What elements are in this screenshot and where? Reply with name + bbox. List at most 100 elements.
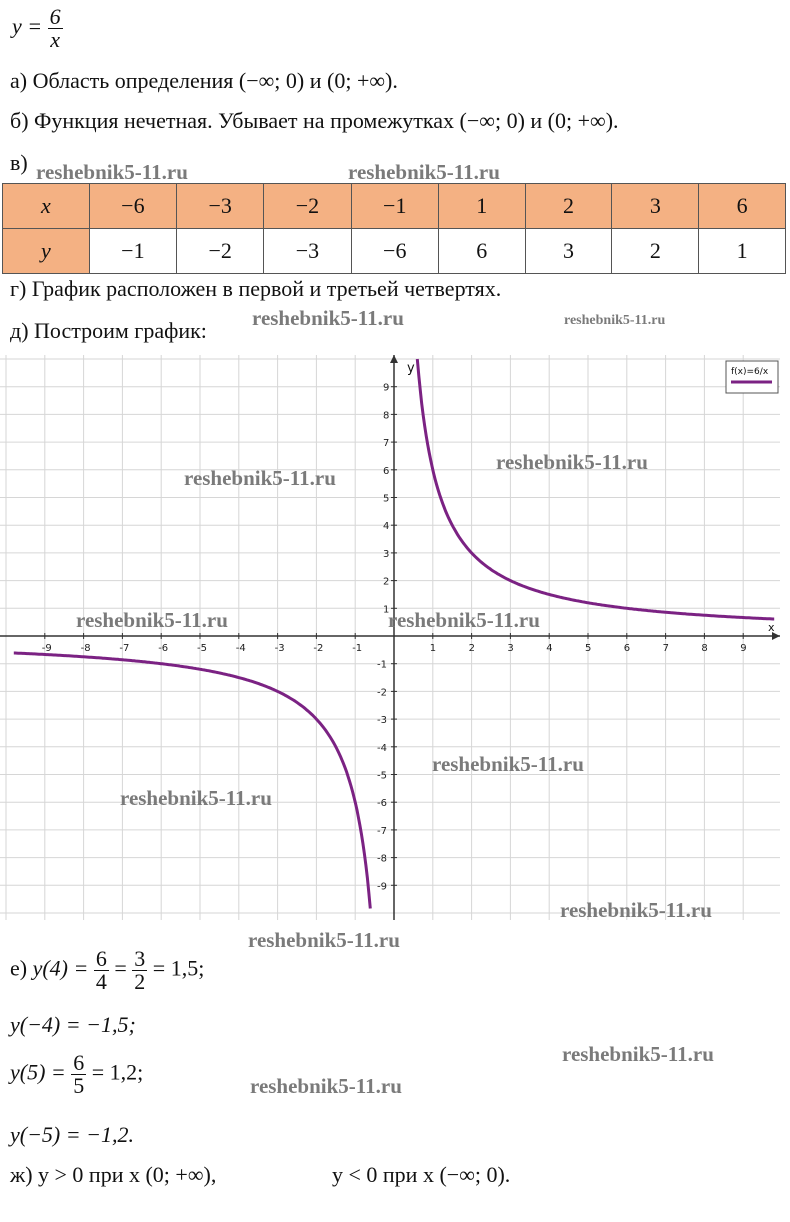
fraction-numerator: 6	[93, 946, 109, 971]
legend-box	[725, 360, 779, 394]
eval-line-3: y(5) = 6 5 = 1,2;	[10, 1052, 143, 1097]
line-b: б) Функция нечетная. Убывает на промежут…	[10, 108, 619, 133]
watermark: reshebnik5-11.ru	[560, 898, 712, 922]
x-tick-label: -5	[197, 643, 207, 654]
table-cell: −2	[176, 228, 265, 274]
eval-fraction-2: 3 2	[132, 948, 148, 994]
fraction-numerator: 6	[71, 1050, 87, 1075]
y-tick-label: -6	[377, 798, 387, 809]
tick-labels: -9 -8 -7 -6 -5 -4 -3 -2 -1 1 2 3 4 5 6 7 8 9 -9 -8 -7 -6 -5 -4 -…	[42, 383, 747, 893]
x-tick-label: -3	[275, 643, 285, 654]
x-tick-label: -2	[313, 643, 323, 654]
formula-fraction: 6 x	[47, 6, 63, 52]
table-row-x: x −6 −3 −2 −1 1 2 3 6	[2, 183, 786, 229]
line-v: в)	[10, 150, 28, 175]
y-axis-label: y	[407, 361, 415, 376]
y-tick-label: -1	[377, 660, 387, 671]
x-tick-label: 6	[624, 643, 630, 654]
y-tick-label: 9	[383, 383, 389, 394]
x-tick-label: 1	[430, 643, 436, 654]
table-cell: 6	[437, 228, 526, 274]
y-axis-arrow	[390, 355, 398, 363]
table-cell: 6	[698, 183, 786, 229]
x-tick-label: 7	[663, 643, 669, 654]
formula-denominator: x	[50, 27, 60, 52]
function-formula: y = 6 x	[12, 6, 63, 51]
eval-equals: =	[114, 955, 127, 981]
watermark: reshebnik5-11.ru	[348, 160, 500, 184]
x-tick-label: 4	[546, 643, 552, 654]
line-g: г) График расположен в первой и третьей …	[10, 276, 502, 301]
table-y-label: y	[2, 228, 90, 274]
x-tick-label: -4	[236, 643, 246, 654]
legend-label: f(x)=6/x	[731, 367, 769, 377]
line-a: а) Область определения (−∞; 0) и (0; +∞)…	[10, 68, 398, 93]
table-cell: −2	[263, 183, 352, 229]
table-cell: 1	[698, 228, 786, 274]
y-tick-label: -7	[377, 826, 387, 837]
watermark: reshebnik5-11.ru	[36, 160, 188, 184]
table-cell: −3	[176, 183, 265, 229]
eval-line-4: y(−5) = −1,2.	[10, 1122, 134, 1147]
x-tick-label: 8	[701, 643, 707, 654]
y-tick-label: 4	[383, 521, 389, 532]
formula-lhs: y =	[12, 13, 43, 39]
eval-result: = 1,2;	[91, 1059, 144, 1085]
x-tick-label: -9	[42, 643, 52, 654]
y-tick-label: -8	[377, 854, 387, 865]
watermark: reshebnik5-11.ru	[76, 608, 228, 632]
eval-line-2: y(−4) = −1,5;	[10, 1012, 136, 1037]
y-tick-label: -5	[377, 771, 387, 782]
watermark: reshebnik5-11.ru	[250, 1074, 402, 1098]
y-tick-label: 8	[383, 410, 389, 421]
eval-line-e: е) y(4) = 6 4 = 3 2 = 1,5;	[10, 948, 204, 993]
x-axis-label: x	[768, 621, 775, 634]
x-tick-label: -6	[158, 643, 168, 654]
table-cell: 3	[524, 228, 613, 274]
grid	[0, 355, 780, 920]
line-d: д) Построим график:	[10, 318, 207, 343]
curve-branch-positive	[415, 358, 775, 621]
watermark: reshebnik5-11.ru	[388, 608, 540, 632]
x-tick-label: -8	[81, 643, 91, 654]
function-graph: -9 -8 -7 -6 -5 -4 -3 -2 -1 1 2 3 4 5 6 7 8 9 -9 -8 -7 -6 -5 -4 -…	[0, 355, 780, 920]
table-cell: −6	[88, 183, 178, 229]
table-cell: −6	[350, 228, 439, 274]
watermark: reshebnik5-11.ru	[248, 928, 400, 952]
final-part-2: y < 0 при x (−∞; 0).	[332, 1162, 511, 1187]
table-row-y: y −1 −2 −3 −6 6 3 2 1	[2, 228, 786, 274]
table-cell: −3	[263, 228, 352, 274]
fraction-denominator: 4	[95, 969, 107, 994]
eval-fraction-1: 6 4	[93, 946, 109, 994]
watermark: reshebnik5-11.ru	[120, 786, 272, 810]
table-cell: 2	[524, 183, 613, 229]
x-tick-label: -7	[119, 643, 129, 654]
x-tick-label: 9	[740, 643, 746, 654]
y-tick-label: 7	[383, 438, 389, 449]
table-cell: 3	[611, 183, 700, 229]
eval-fraction-3: 6 5	[71, 1050, 87, 1097]
fraction-denominator: 2	[134, 969, 146, 994]
values-table: x −6 −3 −2 −1 1 2 3 6 y −1 −2 −3 −6 6 3 …	[2, 183, 786, 274]
curves	[13, 358, 775, 909]
y-tick-label: 2	[383, 577, 389, 588]
y-tick-label: -9	[377, 881, 387, 892]
curve-branch-negative	[13, 651, 372, 909]
eval-func: y(4) =	[32, 955, 89, 981]
y-tick-label: -3	[377, 715, 387, 726]
axes	[0, 355, 780, 920]
watermark: reshebnik5-11.ru	[432, 752, 584, 776]
table-cell: −1	[88, 228, 178, 274]
x-axis-arrow	[772, 632, 780, 640]
watermark: reshebnik5-11.ru	[562, 1042, 714, 1066]
watermark: reshebnik5-11.ru	[252, 306, 404, 330]
y-tick-label: -2	[377, 687, 387, 698]
eval-prefix: е)	[10, 955, 33, 981]
y-tick-label: 5	[383, 494, 389, 505]
x-tick-label: 2	[469, 643, 475, 654]
x-tick-label: 5	[585, 643, 591, 654]
y-tick-label: 6	[383, 466, 389, 477]
eval-func: y(5) =	[10, 1059, 66, 1085]
y-tick-label: -4	[377, 743, 387, 754]
table-cell: 1	[437, 183, 526, 229]
